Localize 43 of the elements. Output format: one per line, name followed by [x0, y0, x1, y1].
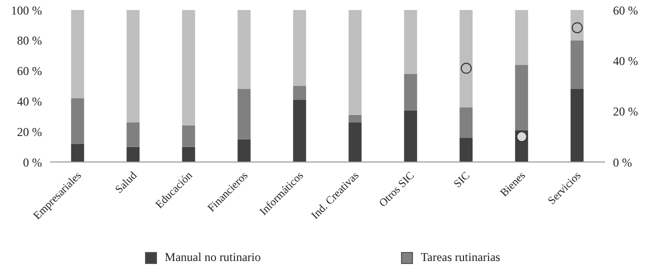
bar — [570, 40, 584, 90]
y-tick-label: 60 % — [17, 64, 42, 78]
bar — [515, 10, 528, 65]
bar — [126, 10, 140, 122]
y2-tick-label: 20 % — [613, 104, 638, 119]
bar — [348, 122, 362, 162]
bar — [515, 64, 528, 130]
bar — [238, 10, 251, 90]
bar — [71, 98, 84, 144]
bar — [238, 89, 251, 140]
legend-label: Manual no rutinario — [164, 250, 261, 265]
y2-tick-label: 0 % — [613, 155, 632, 170]
point — [460, 62, 472, 74]
y-tick-label: 100 % — [11, 3, 42, 18]
bar — [348, 114, 362, 122]
bar — [71, 144, 84, 162]
bar — [71, 10, 84, 98]
bar — [126, 122, 140, 147]
y-tick-label: 80 % — [17, 34, 42, 48]
bar — [404, 74, 418, 110]
bar — [460, 10, 473, 108]
legend-label: Tareas rutinarias — [420, 250, 500, 265]
y-tick-label: 20 % — [17, 124, 42, 139]
bar — [126, 146, 140, 162]
bar — [293, 100, 306, 162]
point — [516, 131, 528, 142]
y2-tick-label: 40 % — [613, 54, 638, 68]
bar — [293, 10, 306, 86]
y2-tick-label: 60 % — [613, 3, 638, 18]
bar — [460, 138, 473, 162]
bar — [182, 126, 196, 147]
y-tick-label: 40 % — [17, 94, 42, 108]
bar — [182, 10, 196, 126]
bar — [182, 146, 196, 162]
bar — [570, 89, 584, 162]
bar — [404, 110, 418, 162]
bar — [348, 10, 362, 115]
x-tick-label: SIC — [452, 170, 472, 190]
bar — [404, 10, 418, 74]
y-tick-label: 0 % — [23, 155, 42, 170]
bar — [460, 107, 473, 138]
bar — [238, 139, 251, 162]
bar — [293, 86, 306, 100]
